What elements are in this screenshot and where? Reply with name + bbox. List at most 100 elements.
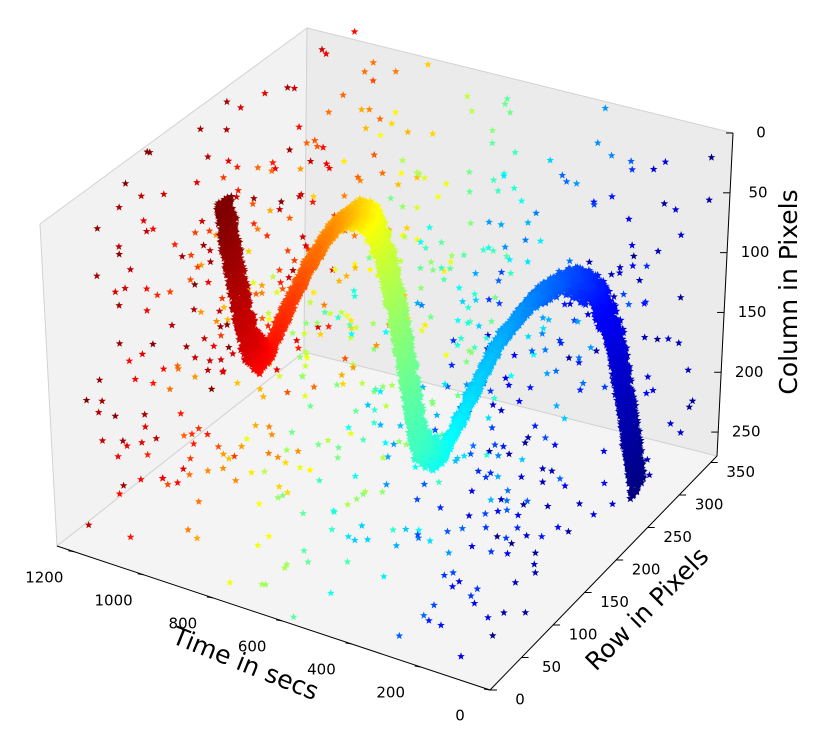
noise-point [219, 173, 228, 181]
noise-point [282, 446, 291, 454]
noise-point [573, 317, 582, 325]
noise-point [149, 225, 157, 233]
trajectory-point [449, 413, 459, 422]
trajectory-point [406, 389, 415, 398]
trajectory-point [614, 407, 624, 416]
noise-point [488, 139, 497, 147]
noise-point [649, 386, 657, 394]
noise-point [515, 397, 524, 405]
noise-point [277, 197, 286, 205]
noise-point [168, 321, 176, 329]
noise-point [607, 270, 616, 278]
trajectory-point [387, 299, 397, 308]
noise-point [590, 200, 598, 208]
trajectory-point [475, 371, 485, 380]
noise-point [518, 455, 526, 463]
trajectory-point [616, 360, 625, 369]
trajectory-point [605, 315, 615, 324]
trajectory-point [609, 335, 618, 344]
noise-point [483, 450, 491, 459]
noise-point [425, 223, 434, 231]
noise-point [440, 275, 448, 283]
trajectory-point [414, 401, 424, 410]
noise-point [275, 205, 284, 213]
noise-point [507, 539, 516, 547]
trajectory-point [483, 365, 493, 374]
noise-point [252, 289, 260, 298]
noise-point [499, 442, 508, 450]
trajectory-point [458, 417, 467, 426]
trajectory-point [627, 456, 637, 465]
trajectory-point [523, 300, 532, 309]
noise-point [93, 271, 101, 280]
noise-point [564, 527, 573, 535]
noise-point [193, 263, 202, 271]
noise-point [531, 568, 540, 576]
noise-point [274, 453, 282, 461]
noise-point [502, 252, 511, 260]
noise-point [503, 496, 511, 504]
noise-point [255, 499, 264, 508]
trajectory-point [594, 311, 603, 320]
noise-point [173, 478, 182, 486]
noise-point [341, 354, 349, 362]
noise-point [173, 361, 182, 370]
noise-point [350, 27, 359, 35]
trajectory-point [552, 281, 561, 290]
trajectory-point [462, 403, 471, 412]
noise-point [306, 157, 315, 165]
trajectory-point [453, 428, 462, 437]
noise-point [223, 320, 231, 328]
trajectory-point [626, 457, 635, 466]
trajectory-point [457, 419, 466, 428]
noise-point [185, 470, 194, 478]
trajectory-point [494, 338, 504, 347]
trajectory-point [403, 333, 413, 342]
trajectory-point [378, 269, 388, 278]
noise-point [427, 313, 435, 321]
noise-point [265, 422, 273, 430]
trajectory-point [402, 391, 411, 400]
trajectory-point [462, 413, 472, 422]
noise-point [364, 401, 372, 409]
noise-point [538, 464, 547, 472]
noise-point [538, 478, 547, 486]
trajectory-point [611, 384, 620, 393]
trajectory-point [378, 283, 388, 292]
noise-point [334, 313, 342, 321]
noise-point [420, 174, 429, 182]
trajectory-point [385, 264, 394, 273]
noise-point [376, 420, 385, 429]
noise-point [443, 527, 452, 535]
noise-point [146, 148, 154, 156]
trajectory-point [539, 284, 549, 293]
trajectory-point [586, 277, 595, 286]
noise-point [114, 452, 122, 460]
noise-point [299, 232, 307, 241]
noise-point [343, 557, 352, 566]
noise-point [468, 107, 476, 115]
trajectory-point [411, 455, 421, 464]
trajectory-point [619, 406, 629, 415]
noise-point [199, 241, 208, 249]
noise-point [359, 435, 367, 444]
noise-point [424, 60, 432, 68]
trajectory-point [411, 451, 420, 460]
noise-point [370, 418, 378, 427]
trajectory-point [596, 276, 606, 285]
noise-point [371, 385, 380, 393]
noise-point [370, 406, 379, 414]
noise-point [394, 180, 402, 188]
trajectory-point [410, 427, 419, 436]
noise-point [685, 403, 694, 411]
trajectory-point [619, 437, 628, 446]
trajectory-point [519, 309, 529, 318]
trajectory-point [603, 332, 613, 341]
trajectory-point [392, 333, 401, 342]
noise-point [191, 280, 199, 288]
noise-point [369, 319, 377, 327]
noise-point [470, 343, 479, 351]
trajectory-point [470, 386, 480, 395]
trajectory-point [510, 318, 519, 327]
noise-point [420, 480, 429, 488]
